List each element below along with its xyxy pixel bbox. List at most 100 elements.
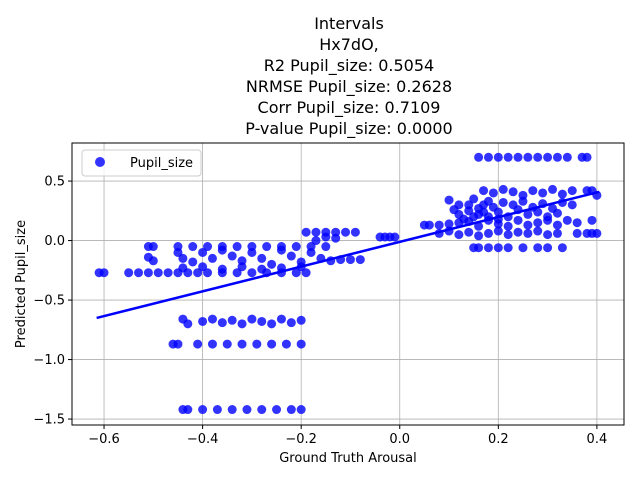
data-point [148, 242, 158, 252]
y-tick-label: −1.0 [33, 353, 65, 368]
data-point [503, 152, 513, 162]
data-point [562, 152, 572, 162]
data-point [449, 205, 459, 215]
x-tick-label: 0.0 [389, 432, 410, 447]
x-tick-label: 0.2 [488, 432, 509, 447]
data-point [523, 228, 533, 238]
data-point [237, 339, 247, 349]
data-point [454, 230, 464, 240]
data-point [193, 268, 203, 278]
data-point [183, 405, 193, 415]
data-point [503, 221, 513, 231]
data-point [153, 268, 163, 278]
data-point [198, 262, 208, 272]
data-point [321, 232, 331, 242]
data-point [557, 189, 567, 199]
data-point [503, 230, 513, 240]
data-point [493, 226, 503, 236]
data-point [572, 218, 582, 228]
data-point [257, 316, 267, 326]
data-point [311, 236, 321, 246]
y-axis-label: Predicted Pupil_size [14, 220, 29, 348]
data-point [479, 186, 489, 196]
data-point [483, 196, 493, 206]
x-tick-label: 0.4 [587, 432, 608, 447]
data-point [232, 268, 242, 278]
data-point [557, 243, 567, 253]
data-point [257, 253, 267, 263]
chart-title: Intervals Hx7dO, R2 Pupil_size: 0.5054 N… [245, 14, 452, 139]
data-point [548, 184, 558, 194]
data-point [148, 256, 158, 266]
data-point [207, 339, 217, 349]
data-point [552, 152, 562, 162]
data-point [582, 152, 592, 162]
data-point [552, 208, 562, 218]
data-point [513, 152, 523, 162]
data-point [513, 227, 523, 237]
data-point [217, 318, 227, 328]
data-point [262, 242, 272, 252]
data-point [267, 319, 277, 329]
data-point [286, 405, 296, 415]
data-point [207, 253, 217, 263]
data-point [247, 247, 257, 257]
y-tick-label: −0.5 [33, 294, 65, 309]
data-points [94, 152, 602, 415]
data-point [331, 233, 341, 243]
data-point [434, 220, 444, 230]
data-point [286, 318, 296, 328]
data-point [198, 247, 208, 257]
data-point [272, 405, 282, 415]
data-point [203, 242, 213, 252]
data-point [198, 405, 208, 415]
data-point [134, 268, 144, 278]
data-point [533, 226, 543, 236]
legend: Pupil_size [81, 149, 202, 177]
data-point [538, 188, 548, 198]
data-point [523, 220, 533, 230]
data-point [567, 200, 577, 210]
regression-line-group [96, 190, 600, 320]
data-point [296, 405, 306, 415]
data-point [498, 184, 508, 194]
x-tick-label: −0.2 [285, 432, 317, 447]
data-point [444, 195, 454, 205]
data-point [493, 152, 503, 162]
data-point [469, 194, 479, 204]
data-point [390, 232, 400, 242]
data-point [257, 405, 267, 415]
data-point [296, 315, 306, 325]
plot-area-frame [71, 142, 625, 426]
data-point [232, 242, 242, 252]
data-point [198, 316, 208, 326]
data-point [567, 186, 577, 196]
data-point [267, 339, 277, 349]
data-point [227, 315, 237, 325]
data-point [474, 231, 484, 241]
data-point [193, 339, 203, 349]
data-point [592, 228, 602, 238]
data-point [296, 339, 306, 349]
title-line: R2 Pupil_size: 0.5054 [264, 56, 434, 76]
grid [72, 143, 624, 425]
data-point [543, 212, 553, 222]
data-point [523, 152, 533, 162]
data-point [474, 152, 484, 162]
data-point [572, 228, 582, 238]
data-point [350, 227, 360, 237]
data-point [587, 215, 597, 225]
data-point [518, 196, 528, 206]
data-point [247, 314, 257, 324]
legend-marker [95, 157, 105, 167]
data-point [203, 268, 213, 278]
data-point [503, 243, 513, 253]
data-point [355, 255, 365, 265]
data-point [173, 339, 183, 349]
data-point [242, 405, 252, 415]
data-point [286, 251, 296, 261]
data-point [207, 314, 217, 324]
data-point [552, 220, 562, 230]
